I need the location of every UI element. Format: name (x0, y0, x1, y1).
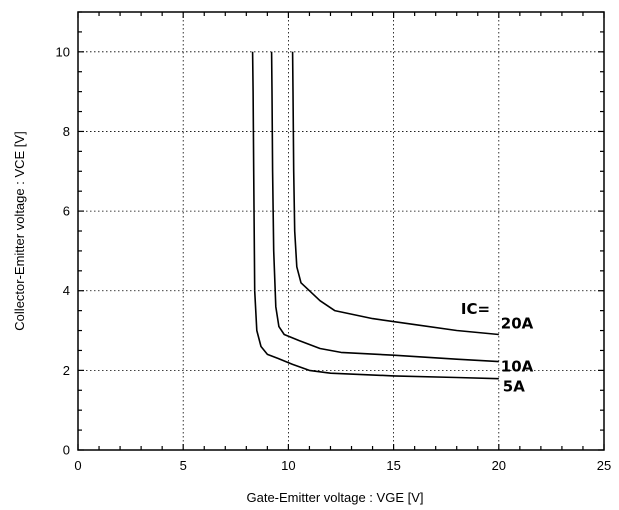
legend-header: IC= (461, 300, 490, 318)
curve-label-10A: 10A (501, 358, 534, 376)
series-line-10A (270, 51, 499, 363)
x-axis-label: Gate-Emitter voltage : VGE [V] (246, 490, 423, 505)
y-tick-labels: 0 2 4 6 8 10 (56, 44, 70, 457)
y-tick-label: 6 (63, 204, 70, 219)
x-tick-label: 15 (386, 458, 400, 473)
y-tick-label: 8 (63, 124, 70, 139)
y-tick-label: 0 (63, 443, 70, 458)
curves (251, 51, 499, 380)
x-tick-labels: 0 5 10 15 20 25 (74, 458, 611, 473)
axis-ticks (77, 11, 605, 451)
x-tick-label: 5 (180, 458, 187, 473)
curve-label-5A: 5A (503, 378, 525, 396)
x-tick-label: 25 (597, 458, 611, 473)
y-tick-label: 2 (63, 363, 70, 378)
x-tick-label: 0 (74, 458, 81, 473)
curve-label-20A: 20A (501, 315, 534, 333)
curve-labels: 20A 10A 5A (501, 315, 534, 396)
x-tick-label: 10 (281, 458, 295, 473)
x-tick-label: 20 (492, 458, 506, 473)
plot-frame (77, 11, 605, 451)
y-tick-label: 10 (56, 44, 70, 59)
series-line-5A (251, 51, 499, 380)
series-line-20A (291, 51, 499, 336)
y-axis-label: Collector-Emitter voltage : VCE [V] (12, 131, 27, 330)
grid (78, 12, 604, 450)
y-tick-label: 4 (63, 283, 70, 298)
